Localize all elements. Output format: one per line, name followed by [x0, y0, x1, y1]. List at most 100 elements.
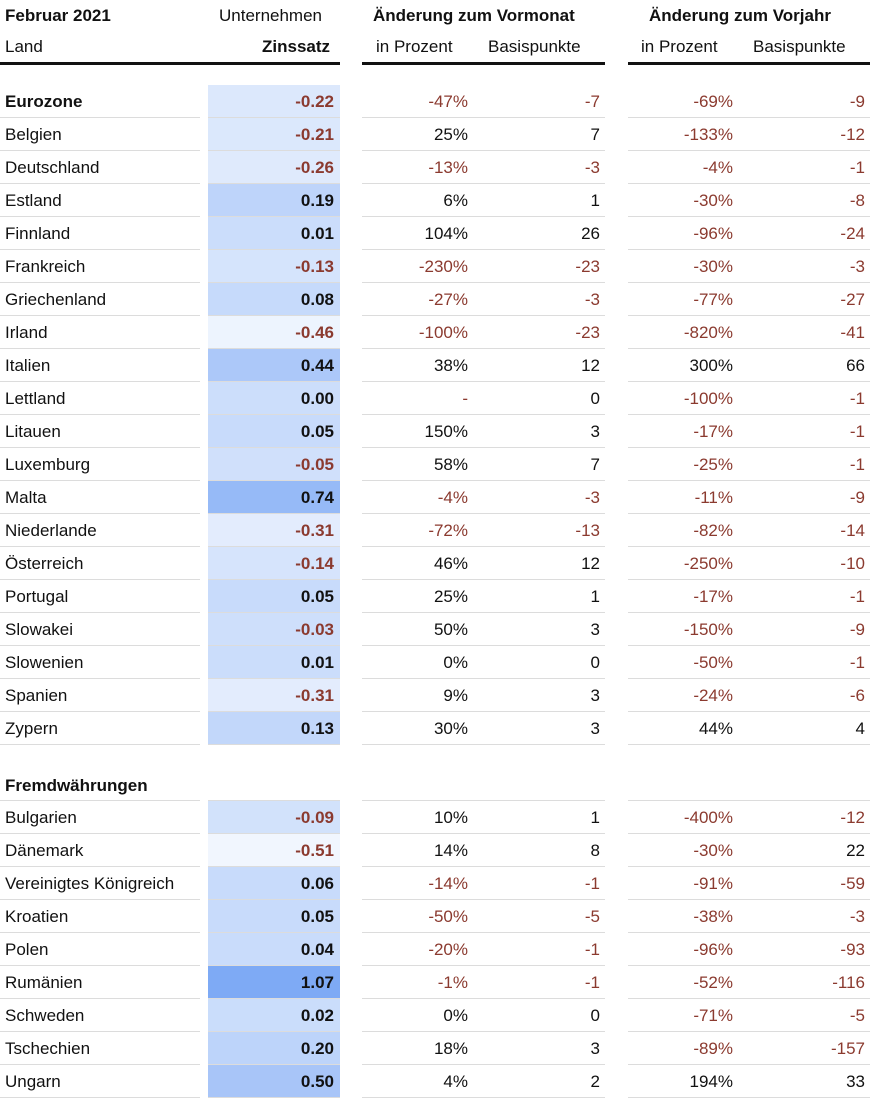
zinssatz-column-header: Zinssatz — [262, 37, 331, 56]
change-month-bp: 12 — [581, 356, 600, 375]
change-month-bp: 1 — [590, 808, 600, 827]
change-year-percent: -91% — [693, 874, 733, 893]
change-month-bp: -5 — [584, 907, 600, 926]
interest-rate-cell: 0.01 — [208, 217, 340, 250]
table-row: Tschechien 0.20 18% 3 -89% -157 — [0, 1032, 878, 1065]
change-year-bp: -1 — [849, 389, 865, 408]
change-month-percent: - — [462, 389, 468, 408]
interest-rate-cell: -0.22 — [208, 85, 340, 118]
change-year-percent: -17% — [693, 422, 733, 441]
country-name: Vereinigtes Königreich — [5, 874, 175, 893]
row-divider — [628, 1064, 870, 1065]
change-month-percent: 9% — [443, 686, 468, 705]
change-year-bp: -5 — [849, 1006, 865, 1025]
interest-rate-cell: 0.08 — [208, 283, 340, 316]
table-row: Bulgarien -0.09 10% 1 -400% -12 — [0, 801, 878, 834]
row-divider — [362, 249, 605, 250]
table-row: Vereinigtes Königreich 0.06 -14% -1 -91% -59 — [0, 867, 878, 900]
row-divider — [362, 216, 605, 217]
country-name: Deutschland — [5, 158, 100, 177]
change-year-percent: -71% — [693, 1006, 733, 1025]
table-row: Griechenland 0.08 -27% -3 -77% -27 — [0, 283, 878, 316]
change-year-percent: -30% — [693, 191, 733, 210]
row-divider — [0, 216, 200, 217]
change-year-bp: -14 — [840, 521, 865, 540]
interest-rate-cell: -0.31 — [208, 514, 340, 547]
row-divider — [628, 833, 870, 834]
table-row: Irland -0.46 -100% -23 -820% -41 — [0, 316, 878, 349]
change-month-percent: -4% — [437, 488, 468, 507]
row-divider — [362, 546, 605, 547]
country-name: Österreich — [5, 554, 84, 573]
row-divider — [208, 348, 340, 349]
change-year-bp: -8 — [849, 191, 865, 210]
section-divider — [0, 768, 878, 801]
country-name: Belgien — [5, 125, 62, 144]
table-row: Estland 0.19 6% 1 -30% -8 — [0, 184, 878, 217]
change-month-percent: 4% — [443, 1072, 468, 1091]
row-divider — [628, 216, 870, 217]
row-divider — [208, 866, 340, 867]
change-year-bp: -3 — [849, 257, 865, 276]
change-year-bp: 33 — [846, 1072, 865, 1091]
interest-rate-cell: 0.05 — [208, 900, 340, 933]
country-name: Rumänien — [5, 973, 83, 992]
table-row: Deutschland -0.26 -13% -3 -4% -1 — [0, 151, 878, 184]
country-name: Finnland — [5, 224, 71, 243]
header-rule-vorjahr — [628, 62, 870, 65]
change-year-percent: 44% — [698, 719, 733, 738]
row-divider — [628, 414, 870, 415]
country-name: Dänemark — [5, 841, 84, 860]
table-row: Dänemark -0.51 14% 8 -30% 22 — [0, 834, 878, 867]
change-month-bp: 12 — [581, 554, 600, 573]
row-divider — [362, 1031, 605, 1032]
change-month-percent: 0% — [443, 653, 468, 672]
interest-rate-cell: -0.26 — [208, 151, 340, 184]
change-month-bp: 3 — [590, 1039, 600, 1058]
land-column-header: Land — [5, 37, 43, 56]
row-divider — [208, 965, 340, 966]
row-divider — [208, 150, 340, 151]
country-name: Kroatien — [5, 907, 69, 926]
row-divider — [0, 117, 200, 118]
row-divider — [628, 117, 870, 118]
row-divider — [362, 800, 605, 801]
change-year-bp: 22 — [846, 841, 865, 860]
table-row: Finnland 0.01 104% 26 -96% -24 — [0, 217, 878, 250]
change-month-bp: -3 — [584, 488, 600, 507]
change-month-bp: -1 — [584, 973, 600, 992]
row-divider — [208, 612, 340, 613]
change-month-percent: 38% — [433, 356, 468, 375]
change-year-percent: -52% — [693, 973, 733, 992]
row-divider — [362, 315, 605, 316]
change-year-percent: -4% — [702, 158, 733, 177]
change-year-percent: -30% — [693, 841, 733, 860]
row-divider — [208, 117, 340, 118]
change-month-percent: 30% — [433, 719, 468, 738]
change-year-bp: -59 — [840, 874, 865, 893]
table-row: Schweden 0.02 0% 0 -71% -5 — [0, 999, 878, 1032]
group-vormonat-heading: Änderung zum Vormonat — [373, 6, 575, 25]
interest-rate-cell: -0.13 — [208, 250, 340, 283]
change-month-bp: 0 — [590, 389, 600, 408]
change-year-bp: -41 — [840, 323, 865, 342]
interest-rate-cell: 0.50 — [208, 1065, 340, 1098]
country-name: Schweden — [5, 1006, 85, 1025]
change-month-percent: 58% — [433, 455, 468, 474]
row-divider — [628, 348, 870, 349]
row-divider — [0, 833, 200, 834]
row-divider — [362, 117, 605, 118]
change-year-bp: -93 — [840, 940, 865, 959]
row-divider — [0, 414, 200, 415]
change-year-percent: -77% — [693, 290, 733, 309]
country-name: Malta — [5, 488, 47, 507]
change-month-percent: -20% — [428, 940, 468, 959]
interest-rate-cell: -0.46 — [208, 316, 340, 349]
change-year-bp: -1 — [849, 422, 865, 441]
group-vorjahr-heading: Änderung zum Vorjahr — [649, 6, 831, 25]
change-year-bp: -12 — [840, 808, 865, 827]
row-divider — [208, 381, 340, 382]
row-divider — [208, 216, 340, 217]
row-divider — [0, 546, 200, 547]
header-rule-vormonat — [362, 62, 605, 65]
